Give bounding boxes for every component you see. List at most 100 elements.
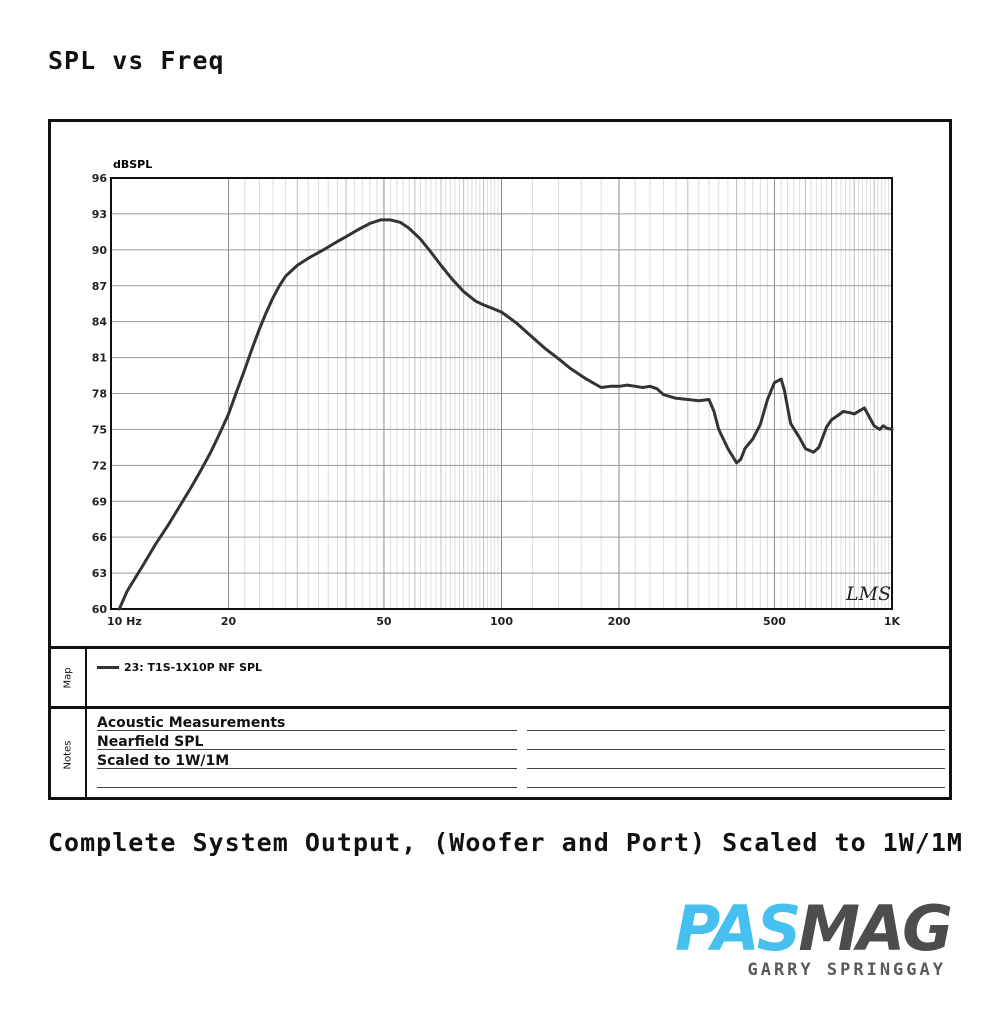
x-tick-label: 100 [490, 615, 513, 628]
spl-data-point [838, 414, 840, 416]
spl-data-point [531, 336, 533, 338]
lms-watermark: LMS [845, 583, 891, 605]
y-tick-label: 75 [92, 423, 107, 436]
spl-data-point [369, 222, 371, 225]
spl-data-point [585, 378, 588, 380]
spl-data-point [618, 385, 620, 387]
spl-data-point [766, 398, 769, 401]
note-rule [97, 768, 517, 769]
spl-data-point [813, 451, 815, 453]
spl-data-point [698, 400, 700, 402]
spl-data-point [307, 257, 309, 259]
spl-data-point [357, 228, 359, 231]
spl-data-point [278, 285, 280, 287]
spl-data-point [509, 317, 511, 319]
spl-data-point [399, 221, 401, 223]
map-panel: Map 23: T1S-1X10P NF SPL [51, 646, 949, 706]
spl-data-point [296, 264, 298, 266]
spl-data-point [379, 219, 382, 221]
note-line-2: Nearfield SPL [97, 734, 204, 750]
spl-data-point [863, 407, 866, 409]
notes-tab: Notes [51, 709, 87, 800]
legend-label: 23: T1S-1X10P NF SPL [124, 661, 263, 674]
spl-data-point [790, 422, 792, 424]
spl-data-point [713, 410, 715, 413]
note-rule [527, 730, 945, 731]
x-tick-label: 200 [608, 615, 631, 628]
spl-data-point [752, 438, 754, 440]
y-tick-label: 63 [92, 567, 107, 580]
pasmag-logo: PASMAG GARRY SPRINGGAY [670, 898, 960, 988]
spl-data-point [452, 279, 454, 281]
x-tick-label: 20 [221, 615, 237, 628]
spl-data-point [879, 428, 881, 430]
note-line-3: Scaled to 1W/1M [97, 753, 230, 769]
x-tick-label: 500 [763, 615, 786, 628]
y-tick-label: 78 [92, 388, 107, 401]
spl-data-point [236, 390, 238, 392]
notes-panel: Notes Acoustic Measurements Nearfield SP… [51, 706, 949, 800]
spl-data-point [258, 328, 261, 330]
spl-data-point [708, 398, 710, 401]
spl-data-point [390, 219, 392, 221]
spl-data-point [718, 428, 720, 430]
spl-data-point [141, 566, 143, 568]
spl-data-point [336, 240, 338, 243]
y-tick-label: 81 [92, 352, 107, 365]
x-tick-label: 1K [884, 615, 901, 628]
y-tick-label: 60 [92, 603, 108, 616]
spl-data-point [642, 386, 644, 389]
spl-data-point [251, 347, 253, 349]
spl-data-point [475, 300, 477, 302]
x-tick-label: 10 Hz [107, 615, 142, 628]
spl-data-point [600, 386, 602, 389]
spl-data-point [200, 469, 202, 471]
spl-data-point [853, 413, 855, 415]
measurement-frame: 96 93 90 87 84 81 78 75 72 69 66 63 60 10 Hz 20 50 100 20… [48, 119, 952, 800]
note-line-1: Acoustic Measurements [97, 715, 286, 731]
x-tick-label: 50 [376, 615, 392, 628]
spl-data-point [842, 410, 844, 413]
y-tick-label: 72 [92, 459, 107, 472]
y-axis-label: dBSPL [113, 158, 152, 171]
spl-data-point [773, 382, 776, 384]
spl-data-point [804, 448, 807, 450]
spl-data-point [430, 251, 432, 253]
spl-data-point [408, 227, 410, 229]
spl-data-point [118, 608, 120, 610]
spl-data-point [609, 385, 612, 387]
spl-data-point [826, 426, 828, 428]
spl-data-point [154, 543, 157, 545]
map-tab: Map [51, 649, 87, 706]
spl-data-point [419, 238, 421, 240]
legend-swatch [97, 666, 119, 669]
spl-data-point [783, 389, 785, 391]
spl-data-point [219, 432, 221, 434]
spl-data-point [126, 590, 128, 592]
spl-data-point [873, 425, 875, 427]
spl-data-point [727, 448, 729, 450]
y-tick-label: 87 [92, 280, 107, 293]
spl-data-point [345, 236, 347, 238]
spl-data-point [740, 458, 742, 460]
spl-data-point [759, 424, 761, 426]
spl-data-point [626, 384, 628, 386]
note-rule [527, 768, 945, 769]
spl-data-point [830, 419, 833, 421]
y-tick-label: 90 [92, 244, 108, 257]
note-rule [97, 787, 517, 788]
spl-data-point [179, 505, 181, 507]
map-tab-label: Map [62, 666, 74, 689]
spl-data-point [849, 412, 851, 414]
spl-data-point [634, 385, 636, 387]
spl-data-point [190, 487, 192, 489]
note-rule [527, 749, 945, 750]
note-rule [97, 730, 517, 731]
spl-data-point [656, 388, 658, 390]
spl-data-point [649, 385, 651, 387]
spl-data-point [558, 358, 560, 360]
spl-data-point [891, 428, 893, 430]
y-tick-label: 93 [92, 208, 107, 221]
spl-data-point [228, 413, 230, 415]
